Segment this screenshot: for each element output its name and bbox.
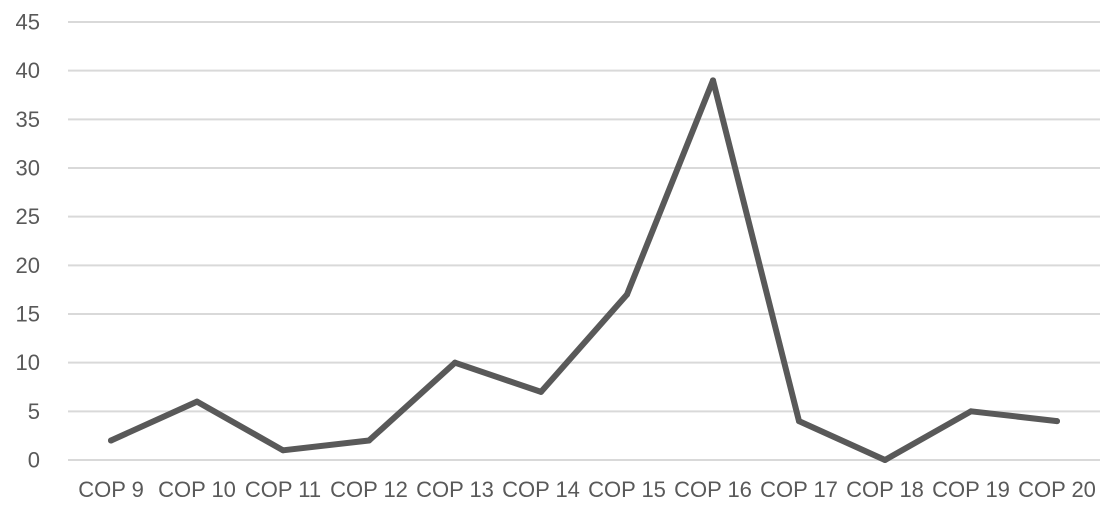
- x-tick-label: COP 11: [245, 477, 321, 502]
- gridlines: [68, 21, 1100, 461]
- series-line-0: [108, 77, 1060, 463]
- y-tick-label: 15: [16, 302, 40, 327]
- data-point: [796, 418, 802, 425]
- data-point: [624, 291, 630, 298]
- x-tick-label: COP 20: [1018, 477, 1096, 502]
- series-group: [108, 77, 1060, 463]
- y-axis-tick-labels: 0 5 10 15 20 25 30 35 40 45: [16, 10, 40, 473]
- data-point: [280, 447, 286, 454]
- data-point: [710, 77, 716, 84]
- x-tick-label: COP 18: [846, 477, 924, 502]
- data-point: [1054, 418, 1060, 425]
- data-point: [968, 408, 974, 415]
- x-tick-label: COP 19: [932, 477, 1010, 502]
- x-axis-tick-labels: COP 9 COP 10 COP 11 COP 12 COP 13 COP 14 COP 1…: [78, 477, 1096, 502]
- data-point: [194, 398, 200, 405]
- y-tick-label: 45: [16, 10, 40, 35]
- y-tick-label: 35: [16, 107, 40, 132]
- x-tick-label: COP 9: [78, 477, 144, 502]
- y-tick-label: 5: [28, 399, 40, 424]
- x-tick-label: COP 15: [588, 477, 666, 502]
- x-tick-label: COP 12: [330, 477, 408, 502]
- data-point: [452, 359, 458, 366]
- x-tick-label: COP 14: [502, 477, 580, 502]
- y-tick-label: 20: [16, 253, 40, 278]
- data-point: [882, 457, 888, 463]
- data-point: [538, 388, 544, 395]
- y-tick-label: 30: [16, 156, 40, 181]
- x-tick-label: COP 10: [158, 477, 236, 502]
- y-tick-label: 0: [28, 448, 40, 473]
- y-tick-label: 25: [16, 204, 40, 229]
- y-tick-label: 40: [16, 58, 40, 83]
- data-point: [108, 437, 114, 444]
- x-tick-label: COP 17: [760, 477, 838, 502]
- y-tick-label: 10: [16, 350, 40, 375]
- x-tick-label: COP 13: [416, 477, 494, 502]
- x-tick-label: COP 16: [674, 477, 752, 502]
- data-point: [366, 437, 372, 444]
